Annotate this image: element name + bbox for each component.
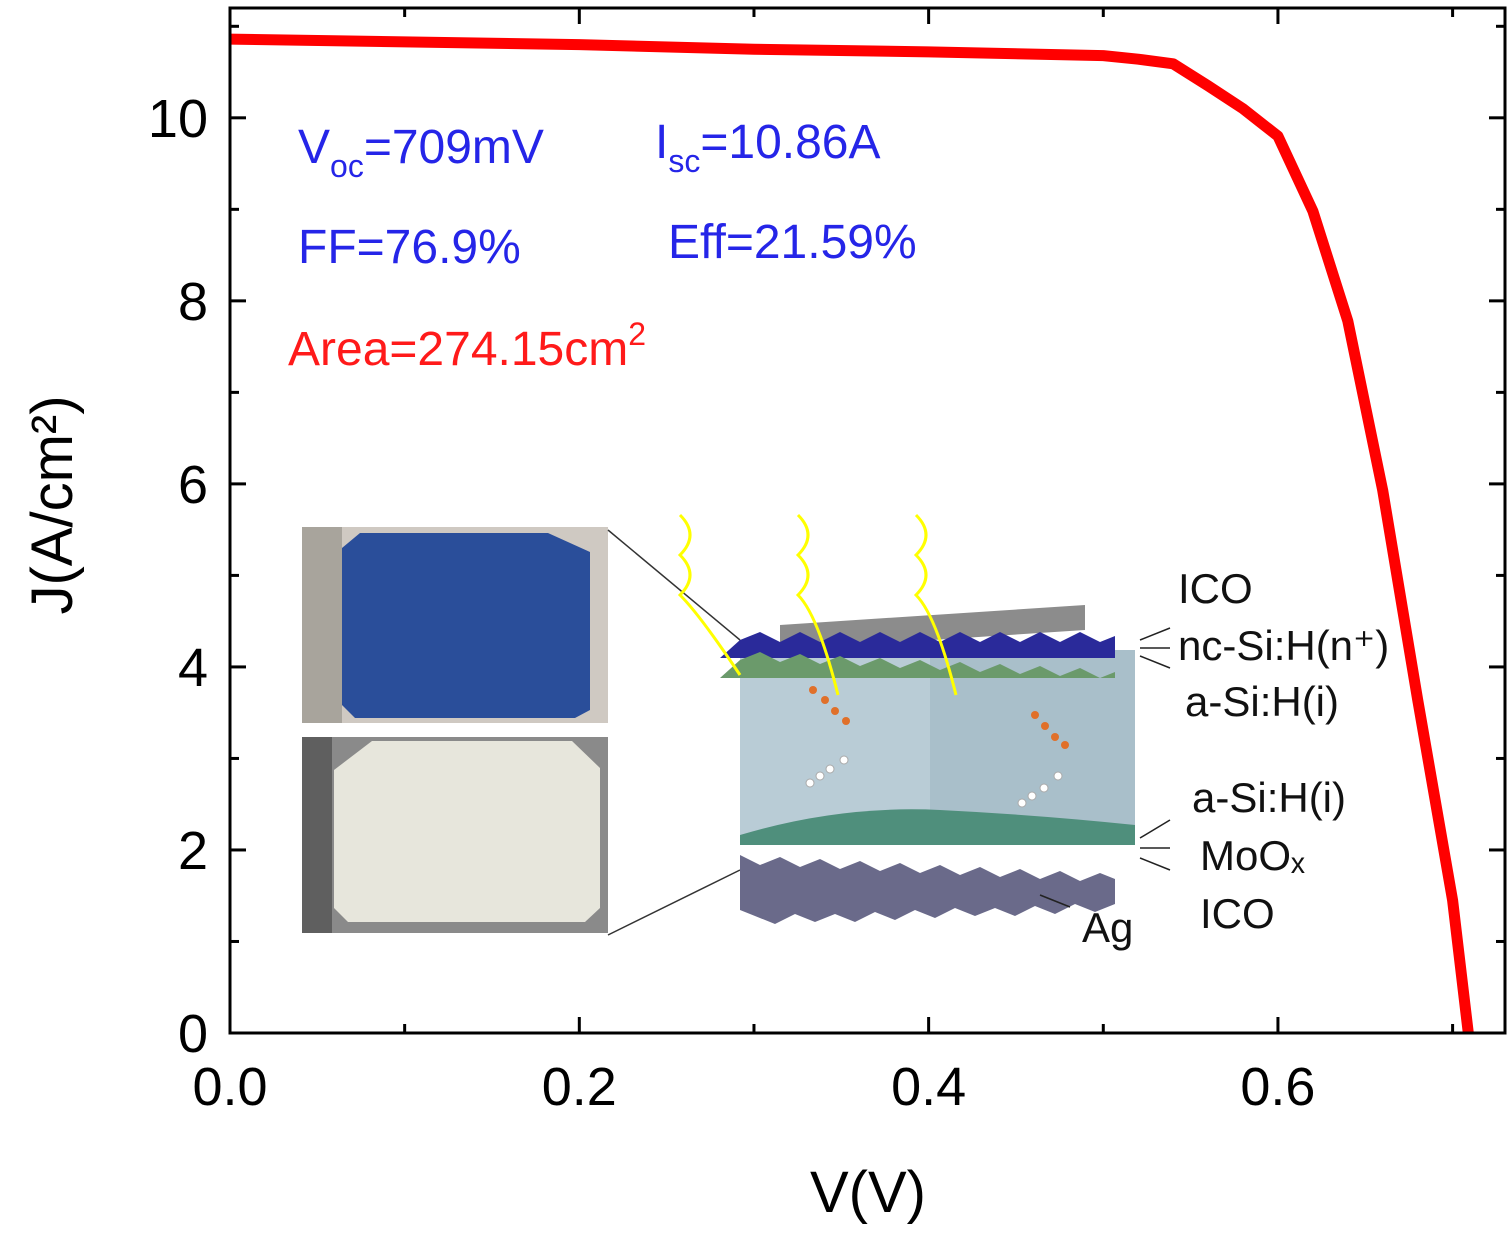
x-tick-label: 0.0 bbox=[192, 1057, 267, 1117]
ruler bbox=[302, 737, 332, 933]
x-tick-label: 0.2 bbox=[542, 1057, 617, 1117]
annotation: Isc=10.86A bbox=[655, 116, 881, 179]
y-tick-label: 4 bbox=[178, 638, 208, 698]
axes-frame bbox=[228, 6, 1507, 1035]
connector bbox=[607, 869, 741, 936]
y-tick-label: 2 bbox=[178, 821, 208, 881]
annotation-part: 2 bbox=[628, 316, 646, 352]
rear-texture bbox=[740, 809, 1135, 845]
inset-label: Ag bbox=[1082, 904, 1133, 951]
light-ray bbox=[913, 513, 958, 696]
rear-layers bbox=[740, 855, 1115, 924]
jv-curve bbox=[229, 33, 1474, 1034]
annotation-part: oc bbox=[330, 148, 364, 184]
plot bbox=[229, 33, 1474, 1034]
connector bbox=[607, 529, 741, 641]
light-ray bbox=[677, 513, 742, 676]
annotation-part: FF=76.9% bbox=[298, 221, 521, 274]
annotation-part: I bbox=[655, 116, 668, 169]
electrons bbox=[809, 686, 1069, 749]
top-layer bbox=[720, 632, 1115, 658]
y-tick-label: 8 bbox=[178, 272, 208, 332]
inset-label: a-Si:H(i) bbox=[1192, 774, 1346, 821]
y-axis-label: J(A/cm²) bbox=[20, 395, 85, 614]
annotation: Voc=709mV bbox=[298, 121, 544, 184]
annotation-part: Area=274.15cm bbox=[288, 323, 628, 376]
x-tick-label: 0.4 bbox=[891, 1057, 966, 1117]
inset-label: ICO bbox=[1200, 890, 1275, 937]
blue-cell bbox=[342, 533, 590, 718]
inset-label: a-Si:H(i) bbox=[1185, 678, 1339, 725]
annotation: Area=274.15cm2 bbox=[288, 316, 646, 376]
annotation-part: sc bbox=[668, 143, 700, 179]
inset-label: ICO bbox=[1178, 565, 1253, 612]
annotation: FF=76.9% bbox=[298, 221, 521, 274]
white-cell bbox=[334, 741, 600, 922]
x-tick-label: 0.6 bbox=[1240, 1057, 1315, 1117]
holes bbox=[805, 755, 1063, 808]
annotation: Eff=21.59% bbox=[668, 216, 917, 269]
annotation-part: Eff=21.59% bbox=[668, 216, 917, 269]
ruler bbox=[302, 527, 342, 723]
inset-label: MoOₓ bbox=[1200, 832, 1305, 879]
y-tick-label: 10 bbox=[148, 89, 208, 149]
annotation-part: V bbox=[298, 121, 330, 174]
light-ray bbox=[795, 513, 840, 696]
x-axis-label: V(V) bbox=[810, 1160, 926, 1225]
inset-photos bbox=[302, 527, 741, 936]
i-layer bbox=[720, 652, 1115, 678]
y-tick-label: 0 bbox=[178, 1004, 208, 1064]
schematic bbox=[677, 513, 1171, 924]
annotation-part: =10.86A bbox=[700, 116, 880, 169]
y-tick-label: 6 bbox=[178, 455, 208, 515]
wafer-side bbox=[930, 650, 1135, 840]
inset-label: nc-Si:H(n⁺) bbox=[1178, 622, 1389, 669]
annotation-part: =709mV bbox=[364, 121, 544, 174]
label-leaders bbox=[1039, 627, 1171, 908]
finger bbox=[780, 605, 1085, 650]
